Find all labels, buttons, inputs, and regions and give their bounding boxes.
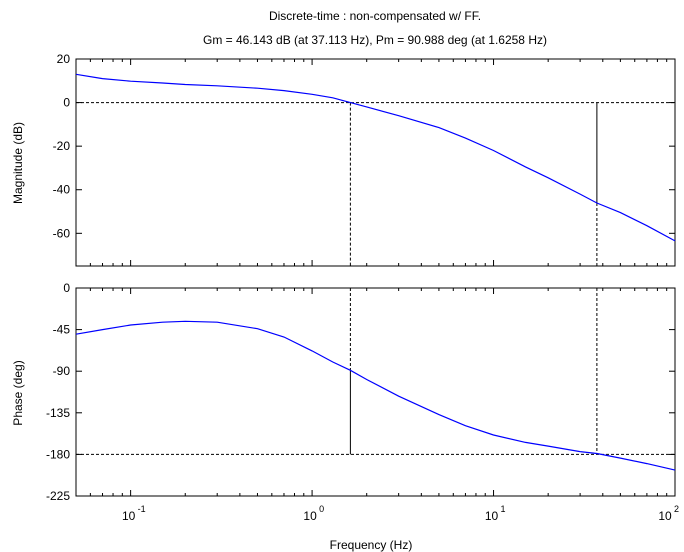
x-tick-exponent: -1 xyxy=(138,504,146,514)
magnitude-y-tick-label: 0 xyxy=(63,96,70,110)
magnitude-y-axis-label: Magnitude (dB) xyxy=(11,122,25,204)
x-tick-exponent: 1 xyxy=(501,504,506,514)
phase-y-tick-label: 0 xyxy=(63,281,70,295)
phase-y-tick-label: -135 xyxy=(46,406,70,420)
magnitude-response-line xyxy=(75,73,676,242)
magnitude-axes-box xyxy=(75,58,676,267)
x-tick-label: 10 xyxy=(303,509,317,523)
magnitude-y-tick-label: 20 xyxy=(57,52,71,66)
chart-title: Discrete-time : non-compensated w/ FF. xyxy=(269,9,481,23)
chart-subtitle: Gm = 46.143 dB (at 37.113 Hz), Pm = 90.9… xyxy=(203,33,547,47)
x-axis-label: Frequency (Hz) xyxy=(330,538,413,552)
x-tick-label: 10 xyxy=(485,509,499,523)
magnitude-y-tick-label: -40 xyxy=(53,183,71,197)
magnitude-y-tick-label: -60 xyxy=(53,226,71,240)
phase-y-tick-label: -225 xyxy=(46,489,70,503)
phase-response-line xyxy=(75,320,676,471)
x-tick-exponent: 0 xyxy=(319,504,324,514)
phase-y-tick-label: -45 xyxy=(53,323,71,337)
phase-y-tick-label: -180 xyxy=(46,447,70,461)
phase-y-tick-label: -90 xyxy=(53,364,71,378)
magnitude-y-tick-label: -20 xyxy=(53,139,71,153)
x-tick-exponent: 2 xyxy=(674,504,679,514)
phase-y-axis-label: Phase (deg) xyxy=(11,360,25,425)
phase-axes-box xyxy=(75,287,676,497)
x-tick-label: 10 xyxy=(122,509,136,523)
x-tick-label: 10 xyxy=(658,509,672,523)
